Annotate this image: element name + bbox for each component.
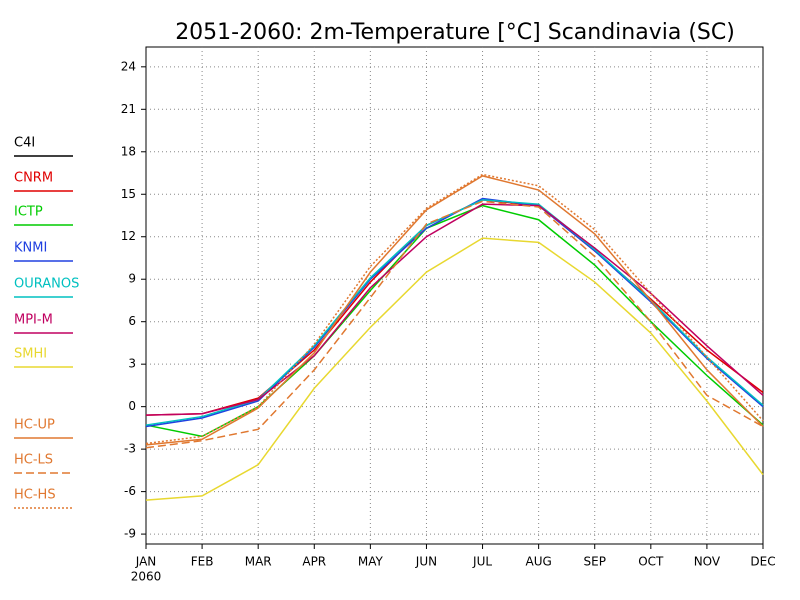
legend-label: SMHI (14, 347, 47, 362)
x-tick-label: JUL (472, 555, 492, 569)
series-line (145, 200, 764, 449)
series-line (145, 237, 764, 501)
x-tick-label: NOV (694, 555, 721, 569)
y-tick-label: 24 (121, 59, 136, 73)
x-tick-label: JUN (415, 555, 437, 569)
y-tick-label: 3 (128, 357, 136, 371)
legend-label: OURANOS (14, 277, 79, 292)
x-tick-label: FEB (191, 555, 214, 569)
y-tick-label: 21 (121, 102, 136, 116)
legend-label: C4I (14, 136, 35, 151)
plot-frame (145, 46, 764, 545)
series-line (145, 199, 764, 416)
chart-title: 2051-2060: 2m-Temperature [°C] Scandinav… (175, 20, 735, 45)
series-line (145, 173, 764, 445)
x-tick-label: SEP (584, 555, 606, 569)
y-tick-label: 6 (128, 314, 136, 328)
y-tick-label: -3 (124, 442, 136, 456)
x-tick-label: MAY (358, 555, 384, 569)
legend-label: HC-LS (14, 453, 53, 468)
x-tick-label: OCT (638, 555, 664, 569)
y-tick-label: 0 (128, 399, 136, 413)
x-tick-label: JAN (135, 555, 157, 569)
legend-label: MPI-M (14, 313, 53, 328)
x-tick-label: DEC (750, 555, 775, 569)
y-tick-label: 9 (128, 272, 136, 286)
y-tick-label: 15 (121, 187, 136, 201)
x-tick-label: AUG (525, 555, 551, 569)
x-tick-label: MAR (245, 555, 272, 569)
y-tick-label: 18 (121, 144, 136, 158)
y-tick-label: 12 (121, 229, 136, 243)
y-tick-label: -9 (124, 527, 136, 541)
x-sublabel: 2060 (131, 570, 162, 584)
legend-label: ICTP (14, 205, 43, 220)
series-line (145, 175, 764, 446)
legend-label: HC-UP (14, 418, 55, 433)
legend-label: KNMI (14, 241, 47, 256)
series-line (145, 203, 764, 416)
legend-label: HC-HS (14, 488, 56, 503)
legend-label: CNRM (14, 171, 53, 186)
x-tick-label: APR (302, 555, 326, 569)
y-tick-label: -6 (124, 484, 136, 498)
